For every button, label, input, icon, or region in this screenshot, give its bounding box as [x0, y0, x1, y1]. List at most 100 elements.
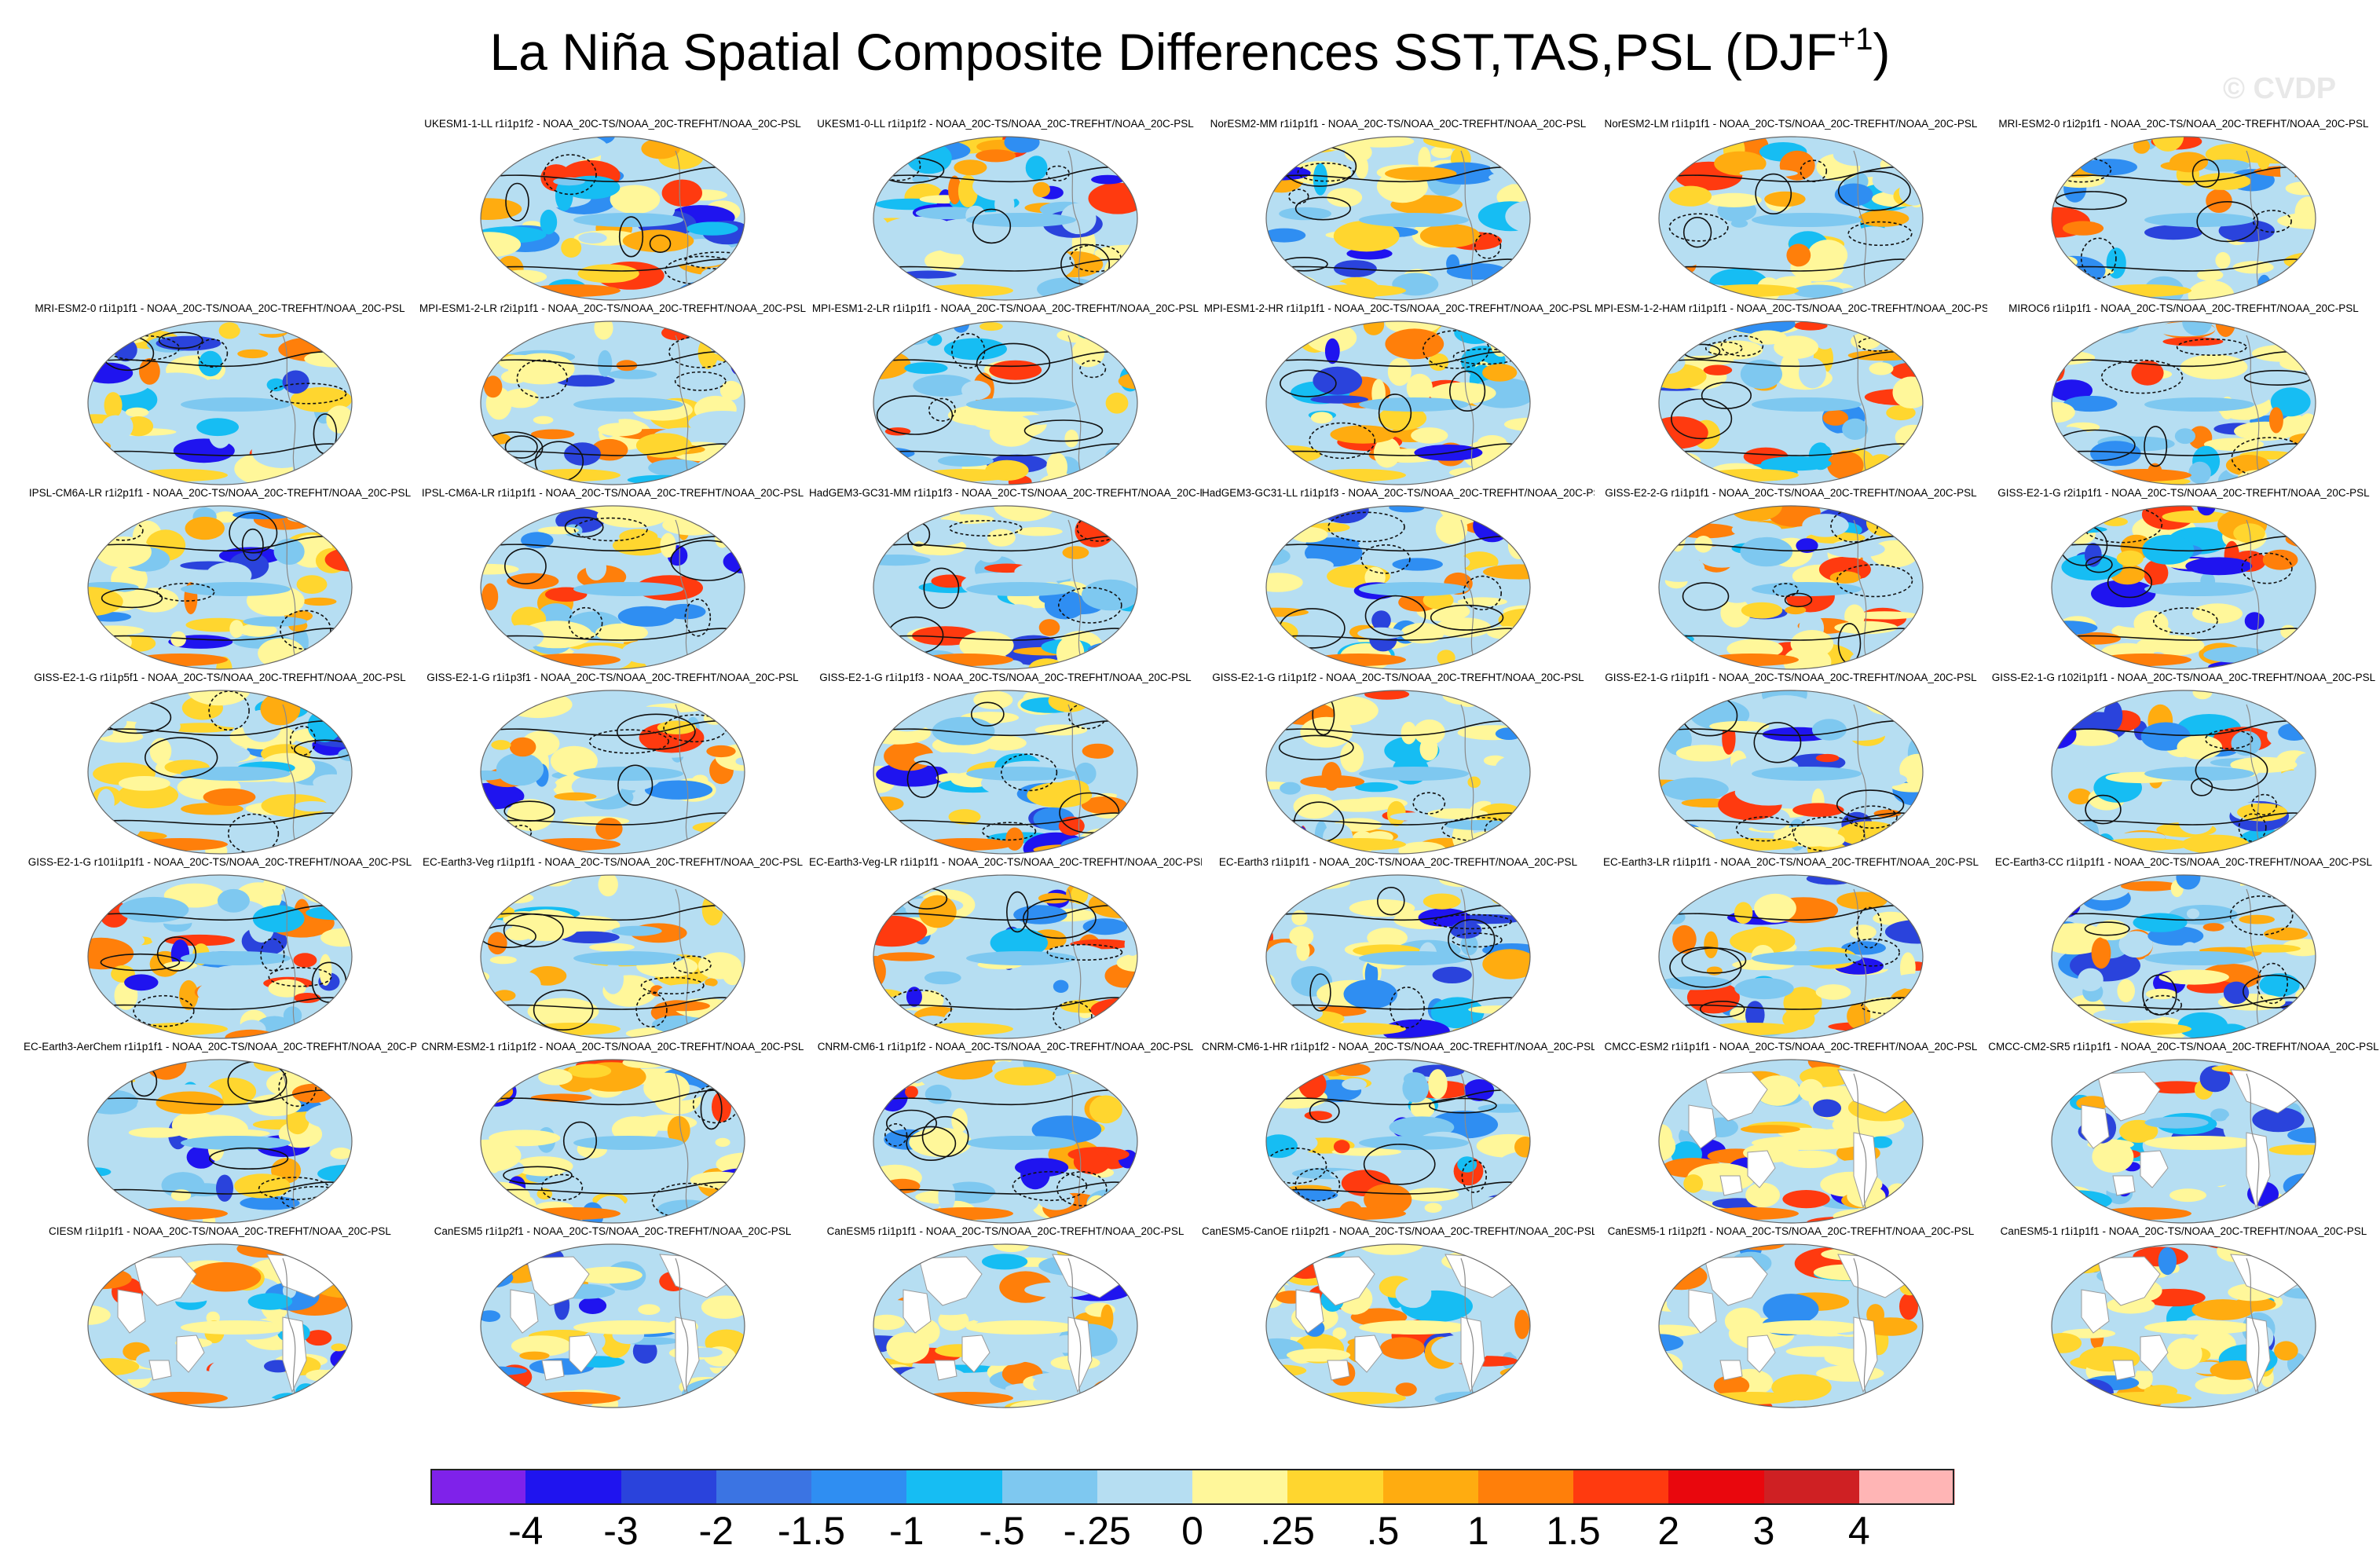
warm-anomaly — [2197, 269, 2224, 281]
warm-anomaly — [2133, 138, 2151, 154]
warm-anomaly — [1470, 1244, 1518, 1253]
psl-contour — [2205, 729, 2254, 749]
map-panel: MPI-ESM-1-2-HAM r1i1p1f1 - NOAA_20C-TS/N… — [1595, 302, 1987, 489]
warm-anomaly — [1888, 1183, 1908, 1199]
cool-anomaly — [979, 899, 996, 917]
cool-anomaly — [1044, 590, 1086, 620]
cool-anomaly — [1834, 183, 1873, 207]
map-panel: CanESM5-CanOE r1i1p2f1 - NOAA_20C-TS/NOA… — [1202, 1225, 1595, 1412]
panel-label: GISS-E2-1-G r1i1p1f2 - NOAA_20C-TS/NOAA_… — [1212, 672, 1584, 683]
cool-anomaly — [540, 209, 558, 235]
warm-anomaly — [994, 1067, 1056, 1086]
land-mass — [2140, 1150, 2169, 1188]
psl-contour — [144, 737, 218, 778]
warm-anomaly — [1867, 322, 1902, 335]
land-mass — [903, 1289, 932, 1334]
land-mass — [961, 1335, 990, 1373]
warm-anomaly — [1406, 373, 1433, 403]
cool-anomaly — [217, 888, 250, 913]
warm-anomaly — [1064, 430, 1078, 448]
warm-anomaly — [1822, 409, 1849, 426]
psl-contour — [2176, 338, 2247, 356]
warm-anomaly — [873, 1060, 896, 1075]
cool-anomaly — [1289, 826, 1309, 854]
cool-anomaly — [1886, 834, 1923, 854]
cool-anomaly — [295, 1383, 317, 1403]
cool-anomaly — [1825, 540, 1885, 558]
warm-anomaly — [1287, 1348, 1351, 1362]
warm-anomaly — [1266, 273, 1318, 296]
warm-anomaly — [88, 690, 124, 716]
warm-anomaly — [1304, 1111, 1332, 1121]
cool-anomaly — [938, 1180, 956, 1213]
cool-anomaly — [679, 1028, 700, 1038]
map-panel: GISS-E2-1-G r1i1p1f1 - NOAA_20C-TS/NOAA_… — [1595, 672, 1987, 859]
warm-anomaly — [2248, 846, 2313, 854]
warm-anomaly — [1672, 924, 1697, 954]
warm-anomaly — [292, 1244, 324, 1260]
map-panel: GISS-E2-1-G r1i1p5f1 - NOAA_20C-TS/NOAA_… — [24, 672, 416, 859]
warm-anomaly — [88, 937, 134, 970]
psl-contour — [533, 989, 594, 1031]
warm-anomaly — [500, 884, 524, 902]
cool-anomaly — [2278, 723, 2310, 741]
panel-label: EC-Earth3 r1i1p1f1 - NOAA_20C-TS/NOAA_20… — [1218, 856, 1578, 868]
cool-anomaly — [1659, 334, 1676, 359]
warm-anomaly — [1706, 192, 1762, 207]
cool-anomaly — [1661, 879, 1686, 908]
psl-contour — [876, 395, 954, 435]
warm-anomaly — [298, 464, 352, 473]
warm-anomaly — [499, 269, 547, 284]
cool-anomaly — [1888, 137, 1923, 161]
warm-anomaly — [1884, 273, 1923, 300]
globe-map — [1658, 320, 1924, 485]
cool-anomaly — [1342, 1078, 1367, 1091]
warm-anomaly — [1847, 1003, 1871, 1030]
psl-contour — [156, 582, 215, 602]
psl-contour — [1079, 360, 1107, 379]
cool-anomaly — [873, 288, 881, 299]
warm-anomaly — [1864, 454, 1898, 485]
map-outline — [1265, 874, 1531, 1039]
warm-anomaly — [1850, 924, 1877, 940]
panel-label: CNRM-ESM2-1 r1i1p1f2 - NOAA_20C-TS/NOAA_… — [421, 1041, 804, 1053]
warm-anomaly — [716, 829, 742, 839]
map-outline — [1658, 1243, 1924, 1408]
globe-map — [1265, 505, 1531, 670]
cool-anomaly — [1495, 755, 1530, 784]
cool-anomaly — [196, 745, 251, 764]
globe-map — [2051, 874, 2316, 1039]
warm-anomaly — [481, 1139, 522, 1172]
warm-anomaly — [1105, 392, 1129, 414]
cool-anomaly — [2276, 286, 2305, 295]
land-mass — [2112, 1175, 2136, 1196]
cool-anomaly — [713, 831, 730, 841]
warm-anomaly — [1482, 949, 1530, 979]
warm-anomaly — [704, 143, 734, 163]
map-panel: MPI-ESM1-2-LR r1i1p1f1 - NOAA_20C-TS/NOA… — [809, 302, 1202, 489]
cool-anomaly — [2052, 284, 2107, 300]
cool-anomaly — [1434, 1391, 1503, 1407]
warm-anomaly — [982, 735, 1027, 751]
cool-anomaly — [1457, 1156, 1477, 1173]
psl-contour — [1363, 1144, 1436, 1185]
warm-anomaly — [1073, 1149, 1111, 1174]
panel-label: GISS-E2-1-G r1i1p5f1 - NOAA_20C-TS/NOAA_… — [34, 672, 406, 683]
warm-anomaly — [1886, 405, 1916, 421]
warm-anomaly — [88, 1060, 126, 1080]
cool-anomaly — [585, 555, 607, 580]
psl-contour — [1001, 753, 1058, 792]
warm-anomaly — [1266, 573, 1303, 592]
cool-anomaly — [342, 1203, 352, 1223]
cool-anomaly — [1675, 836, 1704, 848]
map-outline — [480, 320, 745, 485]
cool-anomaly — [1276, 474, 1304, 485]
warm-anomaly — [1038, 619, 1060, 636]
panel-label: MRI-ESM2-0 r1i2p1f1 - NOAA_20C-TS/NOAA_2… — [1998, 118, 2369, 130]
warm-anomaly — [987, 529, 1016, 547]
warm-anomaly — [1291, 910, 1308, 926]
globe-map — [480, 320, 745, 485]
cool-anomaly — [88, 839, 148, 854]
cool-anomaly — [1860, 772, 1907, 787]
warm-anomaly — [305, 1330, 332, 1346]
